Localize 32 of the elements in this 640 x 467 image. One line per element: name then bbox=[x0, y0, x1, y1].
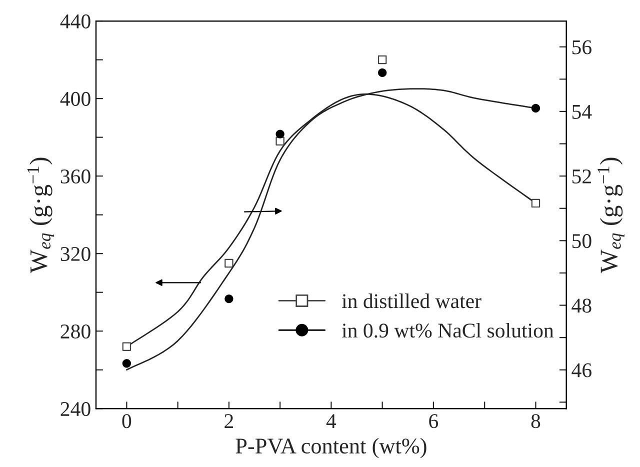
point bbox=[276, 136, 284, 146]
y2-tick-label: 54 bbox=[572, 104, 592, 119]
point bbox=[122, 359, 132, 368]
x-tick-label: 6 bbox=[429, 414, 438, 428]
y-tick-label: 240 bbox=[60, 402, 90, 416]
point bbox=[224, 258, 234, 268]
y2-tick-label: 52 bbox=[572, 169, 591, 184]
x-tick-label: 8 bbox=[531, 414, 540, 428]
y-tick-label: 280 bbox=[60, 324, 90, 339]
point bbox=[531, 198, 540, 208]
y2-tick-label: 50 bbox=[572, 234, 592, 248]
y-tick-label: 400 bbox=[60, 92, 90, 106]
y-tick-label: 360 bbox=[60, 169, 90, 184]
point bbox=[378, 55, 387, 64]
point bbox=[531, 104, 540, 113]
y2-tick-label: 46 bbox=[572, 363, 592, 378]
y2-tick-label: 48 bbox=[572, 298, 592, 313]
x-axis-title: P-PVA content (wt%) bbox=[236, 438, 426, 458]
legend-label: in distilled water bbox=[342, 294, 482, 308]
x-tick-label: 4 bbox=[326, 414, 336, 428]
point bbox=[122, 342, 132, 351]
y-tick-label: 320 bbox=[60, 246, 90, 262]
y-tick-label: 440 bbox=[60, 14, 90, 28]
x-tick-label: 2 bbox=[224, 414, 233, 428]
x-tick-label: 0 bbox=[122, 414, 132, 428]
point bbox=[378, 68, 387, 78]
legend-label: in 0.9 wt% NaCl solution bbox=[342, 322, 554, 338]
y2-tick-label: 56 bbox=[572, 40, 592, 54]
y2-axis-title: W$_{eq}$ (g·g$^{−1}$) bbox=[598, 158, 624, 274]
point bbox=[276, 130, 284, 138]
y-axis-title: W$_{eq}$ (g·g$^{−1}$) bbox=[27, 158, 54, 274]
point bbox=[224, 294, 234, 304]
